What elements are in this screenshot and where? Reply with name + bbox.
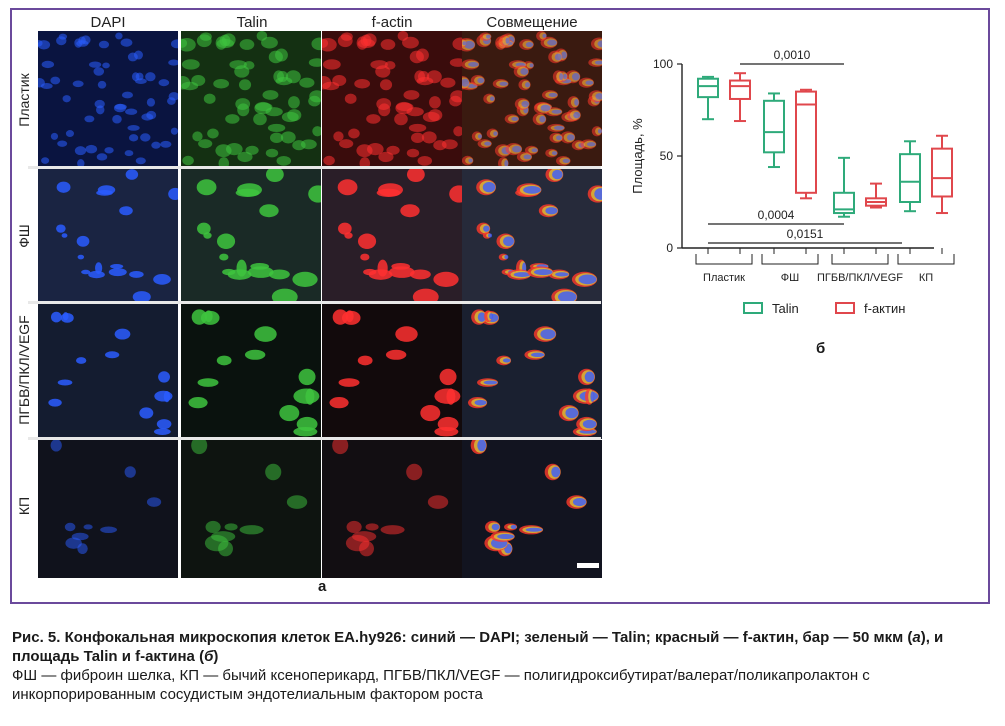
y-tick-label: 50 xyxy=(660,149,674,163)
box-talin xyxy=(697,77,719,99)
legend-swatch xyxy=(743,302,763,314)
caption-main-text: Рис. 5. Конфокальная микроскопия клеток … xyxy=(12,629,913,646)
significance-label: 0,0004 xyxy=(758,208,795,222)
area-boxplot: 0 50 100 Площадь, % Пластик ФШ ПГБВ/ПКЛ/VEGF КП… xyxy=(614,40,984,370)
box-talin xyxy=(763,99,785,154)
category-bracket xyxy=(761,254,819,265)
micrograph-phbv-pcl-vegf-f-actin xyxy=(322,304,462,439)
caption-end-text: ) xyxy=(213,648,219,665)
significance-label: 0,0151 xyxy=(787,227,824,241)
micrograph-silk-fibroin-dapi xyxy=(38,169,178,304)
caption-mid-text: ), и площадь Talin и f-актина ( xyxy=(12,629,944,665)
chart-svg: 0 50 100 Площадь, % Пластик ФШ ПГБВ/ПКЛ/VEGF КП… xyxy=(630,48,955,316)
micrograph-silk-fibroin-merge xyxy=(462,169,602,304)
box-talin xyxy=(833,191,855,215)
column-header-f-actin: f-actin xyxy=(371,14,413,31)
legend-label: f-актин xyxy=(864,301,905,316)
column-header-talin: Talin xyxy=(236,14,268,31)
category-bracket xyxy=(831,254,889,265)
scale-bar xyxy=(577,563,599,568)
micrograph-plastic-f-actin xyxy=(322,31,462,166)
row-separator xyxy=(28,166,601,169)
caption-title: Рис. 5. Конфокальная микроскопия клеток … xyxy=(12,628,994,666)
micrograph-xenopericardium-dapi xyxy=(38,440,178,578)
caption-b-ref: б xyxy=(204,648,214,665)
row-label-plastic: Пластик xyxy=(16,73,32,127)
box-f-actin xyxy=(795,90,817,194)
category-label: ПГБВ/ПКЛ/VEGF xyxy=(817,272,903,284)
panel-b-label: б xyxy=(816,340,826,357)
category-label: Пластик xyxy=(703,272,745,284)
legend-swatch xyxy=(835,302,855,314)
row-label-phbv-pcl-vegf: ПГБВ/ПКЛ/VEGF xyxy=(16,315,32,425)
micrograph-plastic-merge xyxy=(462,31,602,166)
column-header-merge: Совмещение xyxy=(486,14,578,31)
micrograph-plastic-talin xyxy=(181,31,321,166)
column-header-dapi: DAPI xyxy=(90,14,126,31)
box-f-actin xyxy=(931,147,953,198)
micrograph-xenopericardium-talin xyxy=(181,440,321,578)
micrograph-xenopericardium-f-actin xyxy=(322,440,462,578)
row-separator xyxy=(28,301,601,304)
box-f-actin xyxy=(729,79,751,100)
micrograph-xenopericardium-merge xyxy=(462,440,602,578)
figure-caption: Рис. 5. Конфокальная микроскопия клеток … xyxy=(12,628,994,704)
micrograph-plastic-dapi xyxy=(38,31,178,166)
row-label-silk-fibroin: ФШ xyxy=(16,224,32,248)
category-label: ФШ xyxy=(781,272,799,284)
panel-a-label: а xyxy=(318,578,327,595)
micrograph-phbv-pcl-vegf-merge xyxy=(462,304,602,439)
caption-abbreviations: ФШ — фиброин шелка, КП — бычий ксенопери… xyxy=(12,667,870,703)
category-bracket xyxy=(695,254,753,265)
row-label-xenopericardium: КП xyxy=(16,496,32,516)
y-axis-label: Площадь, % xyxy=(630,118,645,194)
category-bracket xyxy=(897,254,955,265)
row-separator xyxy=(28,437,601,440)
category-label: КП xyxy=(919,272,933,284)
significance-label: 0,0010 xyxy=(774,48,811,62)
box-talin xyxy=(899,153,921,204)
micrograph-phbv-pcl-vegf-talin xyxy=(181,304,321,439)
micrograph-silk-fibroin-f-actin xyxy=(322,169,462,304)
y-tick-label: 0 xyxy=(666,241,673,255)
legend-label: Talin xyxy=(772,301,799,316)
caption-a-ref: а xyxy=(912,629,921,646)
y-tick-label: 100 xyxy=(653,57,673,71)
micrograph-silk-fibroin-talin xyxy=(181,169,321,304)
micrograph-phbv-pcl-vegf-dapi xyxy=(38,304,178,439)
